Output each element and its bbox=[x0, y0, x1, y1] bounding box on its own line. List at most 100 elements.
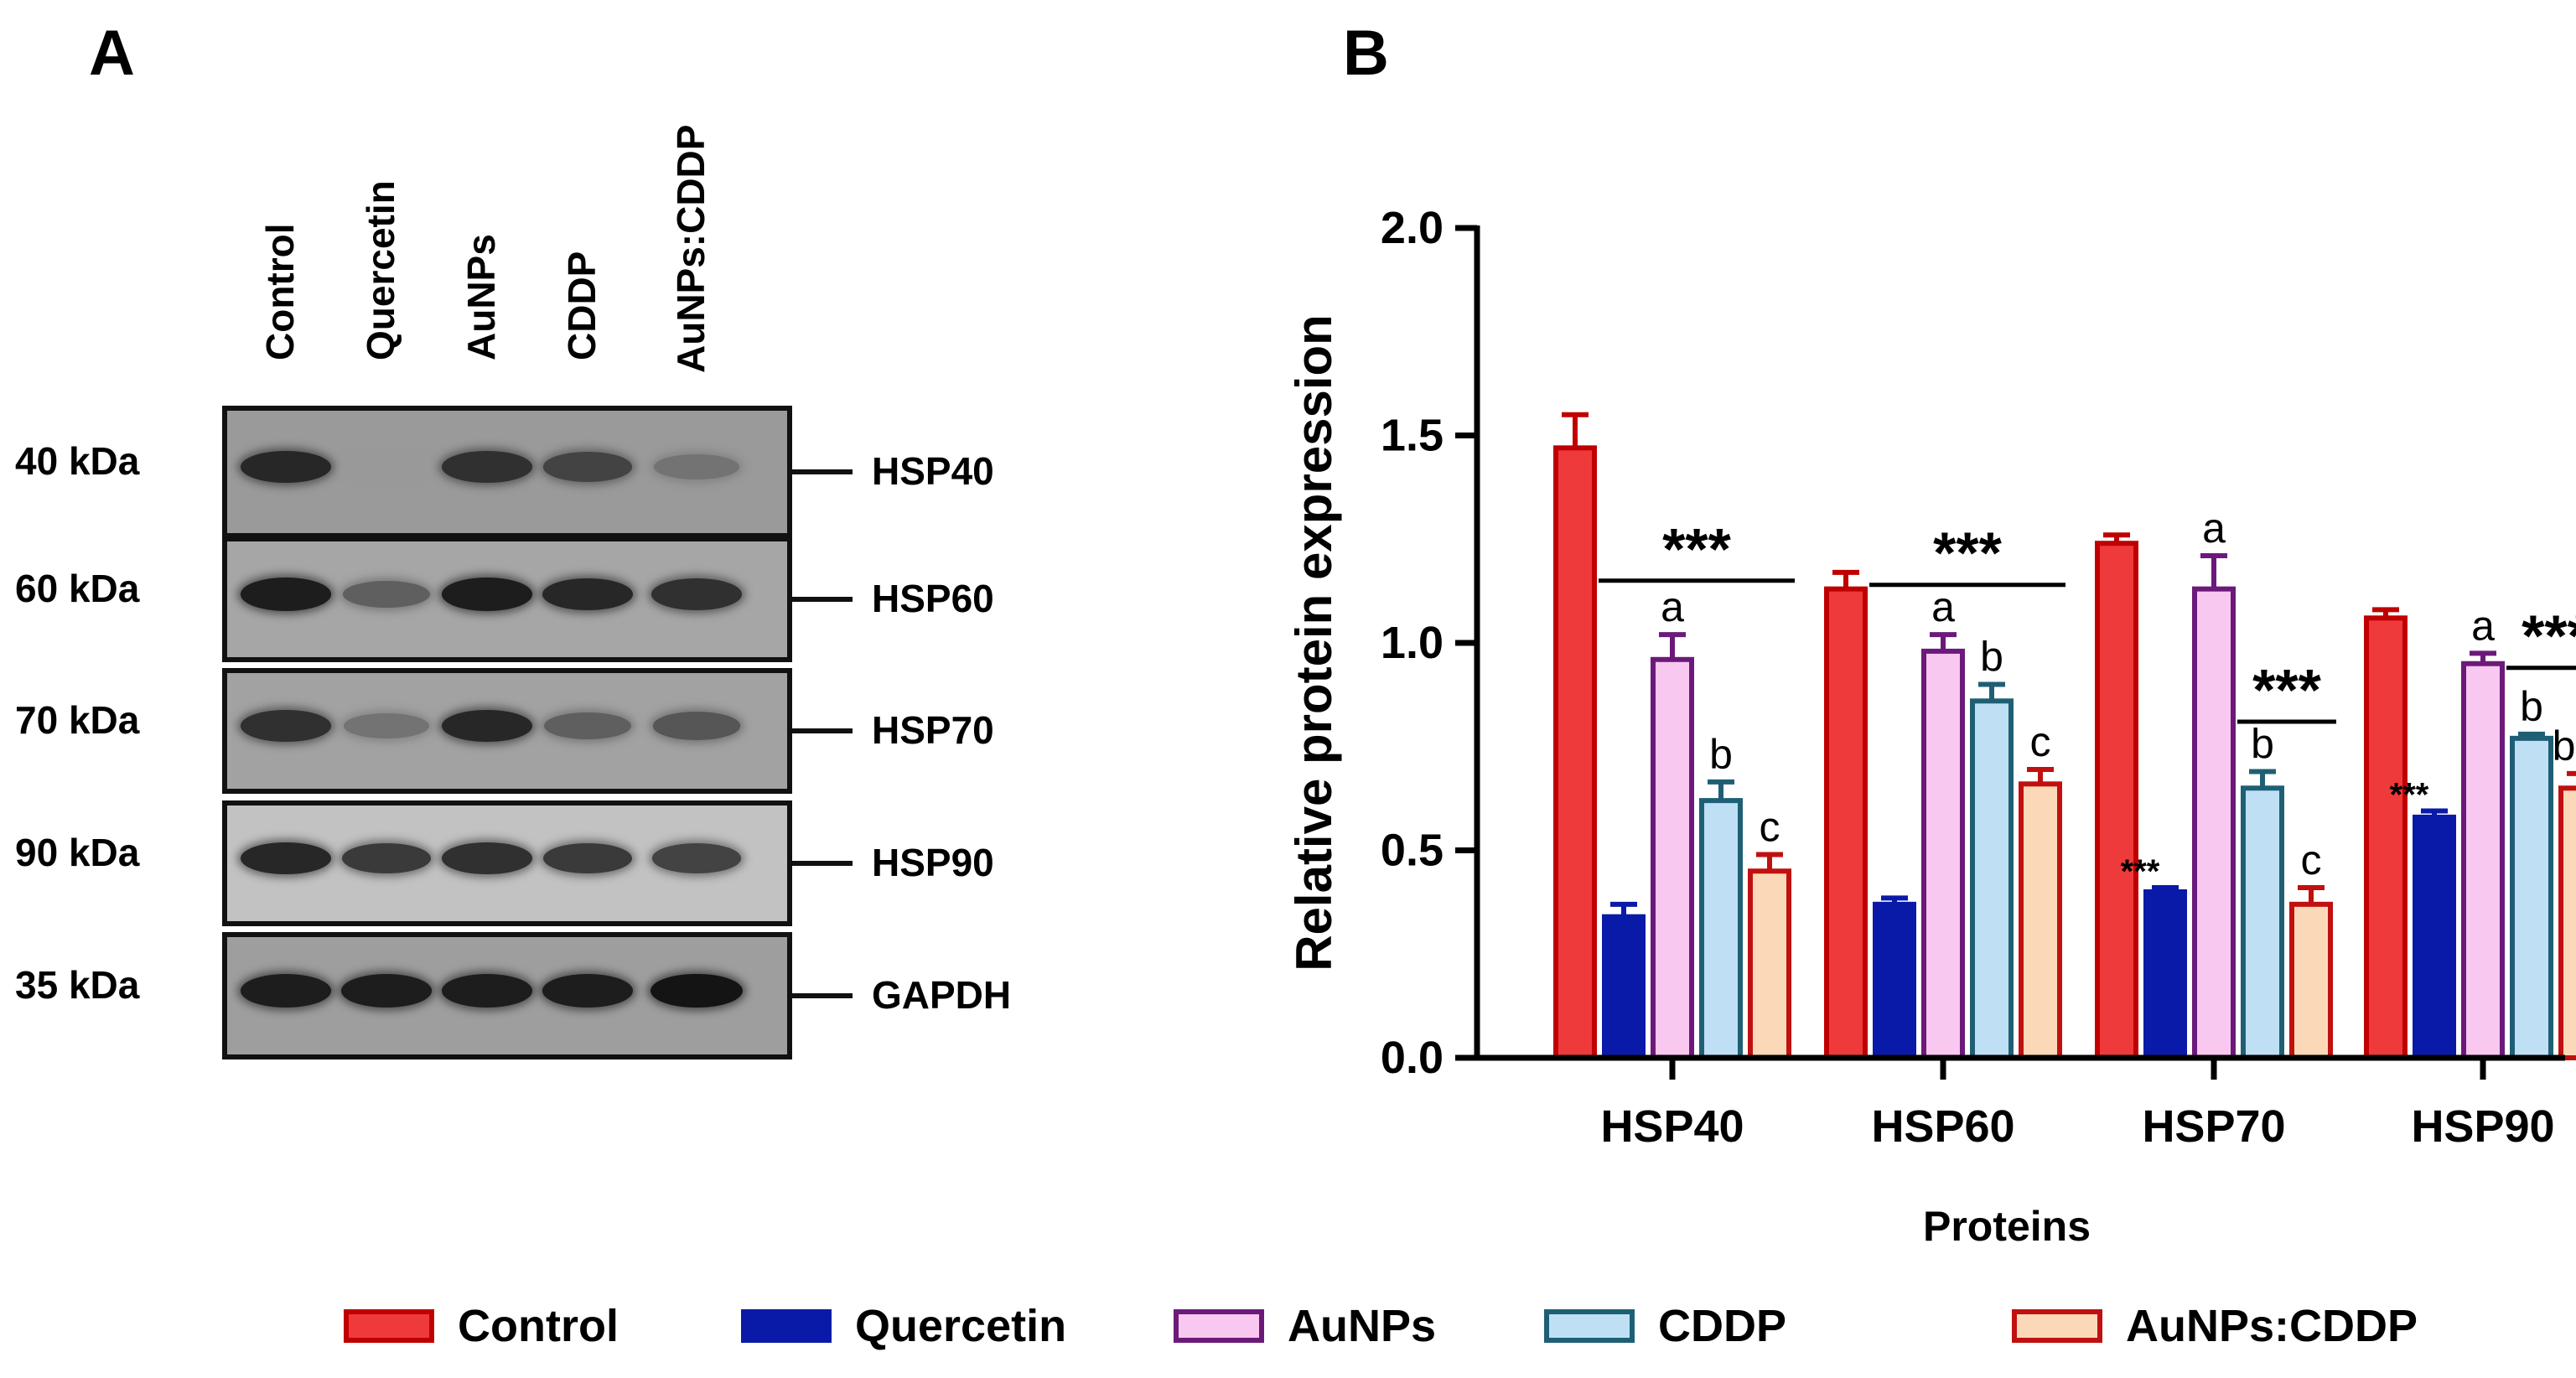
x-tick-label: HSP90 bbox=[2411, 1101, 2554, 1152]
blot-hsp40 bbox=[222, 406, 792, 538]
blot-band bbox=[442, 709, 532, 743]
small-significance-stars: *** bbox=[2121, 853, 2160, 890]
significance-letter: c bbox=[2301, 837, 2322, 883]
y-tick-label: 2.0 bbox=[1381, 203, 1443, 253]
y-tick-label: 0.5 bbox=[1381, 826, 1443, 876]
significance-stars: *** bbox=[1933, 521, 2002, 586]
bar-quercetin bbox=[2143, 889, 2187, 1060]
bar-cddp bbox=[1970, 698, 2014, 1060]
blot-protein-label: HSP70 bbox=[872, 708, 994, 752]
bar-control bbox=[1824, 586, 1868, 1060]
bar-aunps-cddp bbox=[2289, 901, 2333, 1060]
bar-quercetin bbox=[1602, 914, 1646, 1060]
significance-stars: *** bbox=[2522, 604, 2576, 669]
legend-item: AuNPs bbox=[1174, 1301, 1436, 1351]
blot-band bbox=[441, 578, 533, 611]
y-axis-title: Relative protein expression bbox=[1286, 314, 1342, 971]
blot-protein-label: GAPDH bbox=[872, 973, 1012, 1017]
blot-band bbox=[542, 578, 633, 611]
blot-band bbox=[543, 452, 632, 482]
bar-quercetin bbox=[1873, 901, 1916, 1060]
blot-band bbox=[343, 713, 430, 738]
marker-line bbox=[792, 861, 853, 866]
kda-label: 40 kDa bbox=[15, 439, 140, 483]
x-tick-label: HSP60 bbox=[1871, 1101, 2014, 1152]
bar-aunps bbox=[1651, 656, 1694, 1060]
blot-band bbox=[542, 974, 634, 1008]
blot-protein-label: HSP40 bbox=[872, 449, 994, 493]
bar-cddp bbox=[2510, 735, 2553, 1060]
legend-swatch bbox=[1174, 1309, 1264, 1343]
marker-line bbox=[792, 469, 853, 474]
legend-item: CDDP bbox=[1544, 1301, 1786, 1351]
blot-band bbox=[341, 842, 432, 874]
blot-band bbox=[241, 450, 331, 484]
blot-band bbox=[652, 712, 741, 740]
bar-quercetin bbox=[2413, 814, 2456, 1061]
panel-a-letter: A bbox=[89, 18, 135, 89]
legend-item: Quercetin bbox=[741, 1301, 1066, 1351]
kda-label: 90 kDa bbox=[15, 831, 140, 874]
y-tick-label: 0.0 bbox=[1381, 1033, 1443, 1083]
legend-label: AuNPs bbox=[1288, 1301, 1437, 1351]
marker-line bbox=[792, 597, 853, 602]
marker-line bbox=[792, 728, 853, 733]
bar-aunps-cddp bbox=[2019, 781, 2062, 1060]
significance-letter: a bbox=[1931, 583, 1955, 630]
kda-label: 60 kDa bbox=[15, 567, 140, 610]
x-tick-label: HSP70 bbox=[2142, 1101, 2285, 1152]
blot-band bbox=[542, 842, 633, 874]
legend-swatch bbox=[2012, 1309, 2102, 1343]
blot-band bbox=[544, 712, 631, 740]
bar-aunps bbox=[2461, 661, 2505, 1060]
panel-b-letter: B bbox=[1343, 18, 1389, 89]
significance-letter: a bbox=[2471, 602, 2495, 649]
blot-band bbox=[343, 580, 430, 609]
blot-gapdh bbox=[222, 932, 792, 1059]
blot-hsp90 bbox=[222, 800, 792, 926]
blot-protein-label: HSP60 bbox=[872, 577, 994, 620]
blot-band bbox=[340, 974, 433, 1008]
blot-band bbox=[442, 451, 532, 483]
kda-label: 70 kDa bbox=[15, 698, 140, 742]
bar-control bbox=[2095, 541, 2138, 1060]
kda-label: 35 kDa bbox=[15, 963, 140, 1007]
bar-aunps-cddp bbox=[2558, 785, 2576, 1060]
significance-letter: b bbox=[1709, 731, 1733, 778]
legend-swatch bbox=[741, 1309, 832, 1343]
significance-letter: b,c bbox=[2553, 723, 2576, 769]
small-significance-stars: *** bbox=[2390, 776, 2429, 813]
significance-letter: b bbox=[1980, 634, 2003, 681]
blot-protein-label: HSP90 bbox=[872, 841, 994, 884]
blot-band bbox=[650, 973, 743, 1008]
bar-cddp bbox=[1699, 798, 1743, 1060]
significance-letter: b bbox=[2251, 720, 2274, 767]
legend-label: CDDP bbox=[1658, 1301, 1787, 1351]
legend-swatch bbox=[344, 1309, 434, 1343]
blot-band bbox=[651, 578, 742, 610]
x-tick-label: HSP40 bbox=[1600, 1101, 1744, 1152]
legend-swatch bbox=[1544, 1309, 1635, 1343]
blot-hsp60 bbox=[222, 536, 792, 662]
bar-cddp bbox=[2241, 785, 2284, 1060]
blot-band bbox=[241, 842, 331, 875]
blot-band bbox=[241, 710, 331, 742]
y-tick-label: 1.5 bbox=[1381, 411, 1443, 461]
legend-label: AuNPs:CDDP bbox=[2126, 1301, 2418, 1351]
significance-stars: *** bbox=[2252, 657, 2321, 723]
significance-stars: *** bbox=[1662, 516, 1731, 582]
blot-band bbox=[441, 974, 533, 1008]
blot-band bbox=[240, 578, 332, 611]
legend-item: AuNPs:CDDP bbox=[2012, 1301, 2418, 1351]
blot-band bbox=[442, 842, 532, 874]
bar-aunps bbox=[1921, 648, 1965, 1061]
legend-label: Control bbox=[458, 1301, 619, 1351]
x-axis-title: Proteins bbox=[1923, 1203, 2091, 1250]
blot-band bbox=[653, 454, 740, 479]
marker-line bbox=[792, 993, 853, 998]
blot-band bbox=[652, 843, 741, 873]
bar-aunps-cddp bbox=[1748, 868, 1791, 1060]
bar-control bbox=[2364, 615, 2408, 1060]
significance-letter: c bbox=[1760, 803, 1780, 850]
